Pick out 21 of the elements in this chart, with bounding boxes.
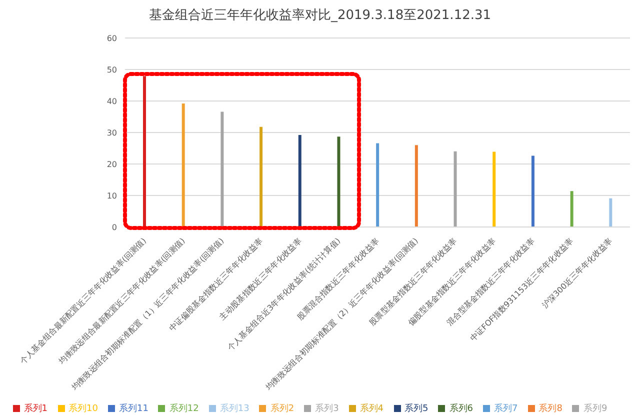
- y-tick-label: 10: [106, 191, 117, 200]
- legend-label: 系列1: [24, 404, 48, 414]
- legend-label: 系列12: [169, 404, 199, 414]
- y-tick-label: 0: [112, 222, 117, 232]
- legend-label: 系列13: [220, 404, 250, 414]
- chart-title: 基金组合近三年年化收益率对比_2019.3.18至2021.12.31: [148, 7, 492, 24]
- y-tick-label: 30: [106, 128, 117, 138]
- legend-label: 系列7: [494, 404, 518, 414]
- legend-label: 系列6: [449, 404, 473, 414]
- legend-label: 系列3: [315, 404, 339, 414]
- legend-label: 系列9: [583, 404, 608, 414]
- legend-label: 系列8: [538, 404, 562, 414]
- y-tick-label: 40: [106, 96, 117, 106]
- y-tick-label: 50: [106, 65, 117, 74]
- legend-label: 系列2: [270, 404, 294, 414]
- legend-label: 系列4: [360, 404, 384, 414]
- legend-label: 系列11: [118, 404, 148, 414]
- y-tick-label: 20: [106, 160, 117, 169]
- y-tick-label: 60: [106, 34, 117, 43]
- legend-label: 系列10: [68, 404, 98, 414]
- legend-label: 系列5: [404, 404, 428, 414]
